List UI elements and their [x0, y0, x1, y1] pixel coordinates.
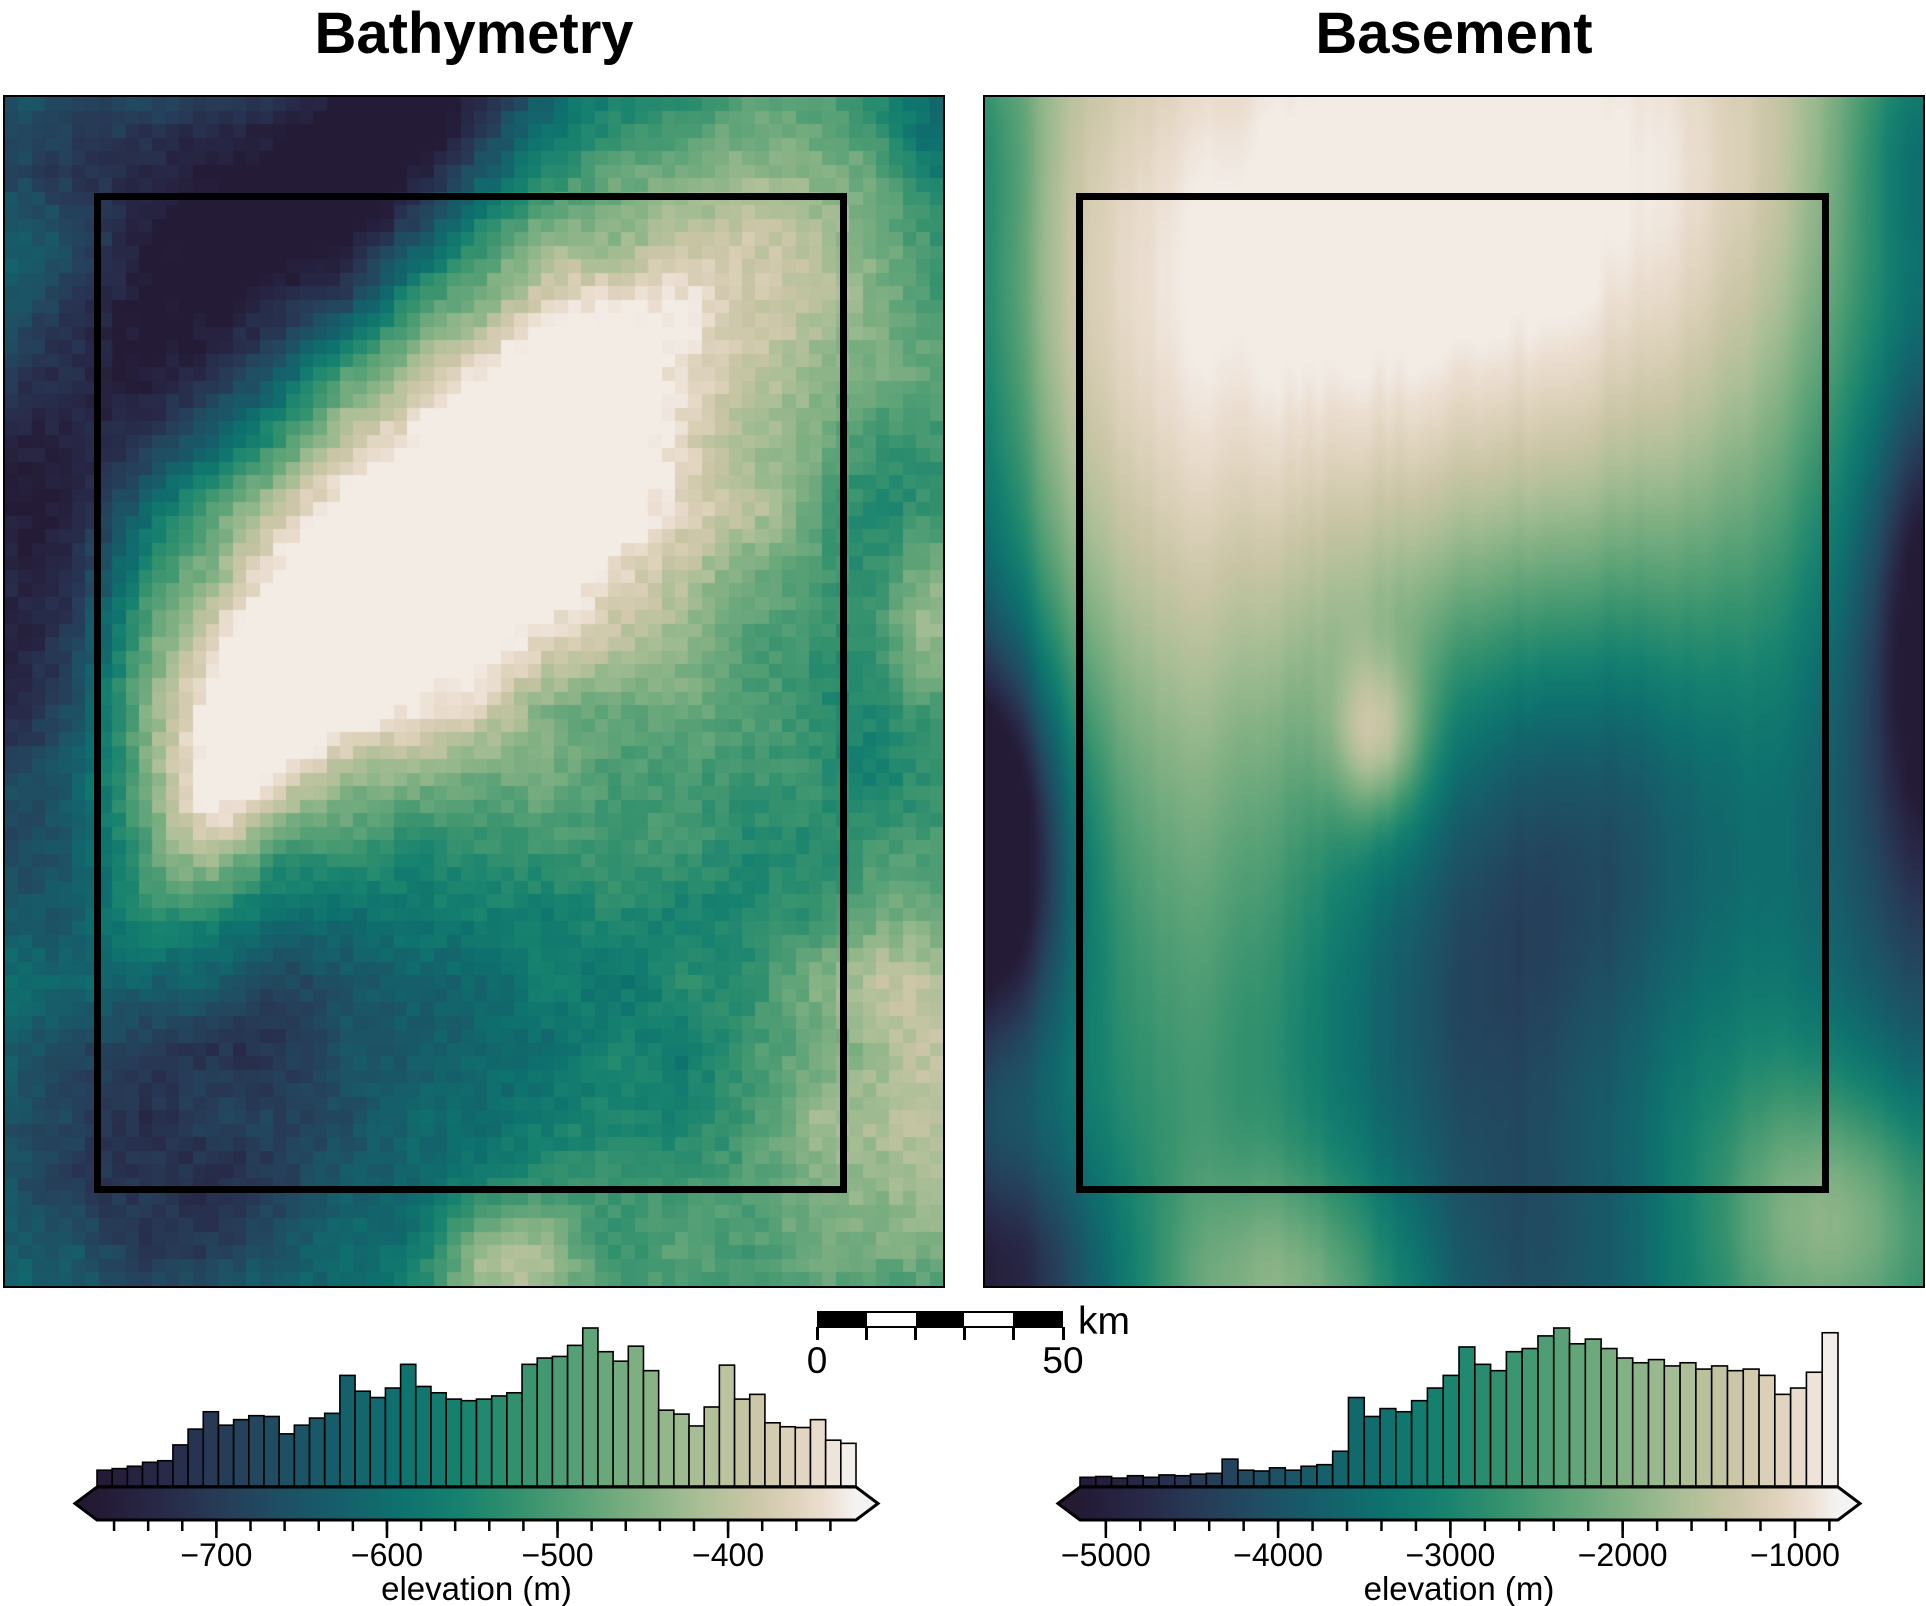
scale-bar-unit-label: km — [1078, 1300, 1130, 1343]
scale-bar — [817, 1311, 1063, 1328]
axis-ticks — [1104, 1520, 1831, 1538]
scale-bar-segment — [964, 1313, 1013, 1326]
basement-histogram: −5000 −4000 −3000 −2000 −1000 — [1055, 1327, 1863, 1573]
colorbar — [72, 1485, 881, 1522]
svg-text:−600: −600 — [351, 1537, 423, 1573]
histogram-bars — [96, 1327, 857, 1487]
bathymetry-colorbar-label: elevation (m) — [381, 1570, 572, 1606]
svg-text:−500: −500 — [521, 1537, 593, 1573]
bathymetry-title: Bathymetry — [314, 1, 634, 66]
scale-bar-tick — [1061, 1327, 1065, 1340]
basement-colorbar-label: elevation (m) — [1363, 1570, 1555, 1606]
scale-bar-segment — [1012, 1313, 1062, 1326]
scale-bar-tick — [864, 1327, 868, 1340]
basement-map-panel — [983, 95, 1925, 1288]
basement-heatmap — [985, 97, 1923, 1286]
svg-text:−5000: −5000 — [1061, 1537, 1151, 1573]
basement-title: Basement — [1315, 1, 1593, 66]
histogram-bars — [1079, 1327, 1839, 1487]
svg-text:−400: −400 — [692, 1537, 764, 1573]
scale-bar-start-label: 0 — [806, 1340, 828, 1381]
svg-text:−4000: −4000 — [1233, 1537, 1323, 1573]
scale-bar-segment — [915, 1313, 965, 1326]
colorbar — [1055, 1485, 1863, 1522]
axis-tick-labels: −700 −600 −500 −400 — [180, 1537, 764, 1573]
axis-tick-labels: −5000 −4000 −3000 −2000 −1000 — [1061, 1537, 1840, 1573]
bathymetry-histogram: −700 −600 −500 −400 — [72, 1327, 881, 1573]
svg-text:−700: −700 — [180, 1537, 252, 1573]
svg-text:−2000: −2000 — [1578, 1537, 1668, 1573]
bathymetry-inset-box — [94, 193, 847, 1193]
bathymetry-map-panel — [3, 95, 945, 1288]
scale-bar-segment — [819, 1313, 868, 1326]
scale-bar-tick — [815, 1327, 819, 1340]
axis-ticks — [112, 1520, 832, 1538]
svg-text:−3000: −3000 — [1405, 1537, 1495, 1573]
scale-bar-segment — [867, 1313, 916, 1326]
scale-bar-tick — [913, 1327, 917, 1340]
bathymetry-heatmap — [5, 97, 943, 1286]
basement-inset-box — [1076, 193, 1829, 1193]
svg-text:−1000: −1000 — [1750, 1537, 1840, 1573]
scale-bar-tick — [963, 1327, 967, 1340]
scale-bar-tick — [1012, 1327, 1016, 1340]
scale-bar-end-label: 50 — [1042, 1340, 1084, 1381]
